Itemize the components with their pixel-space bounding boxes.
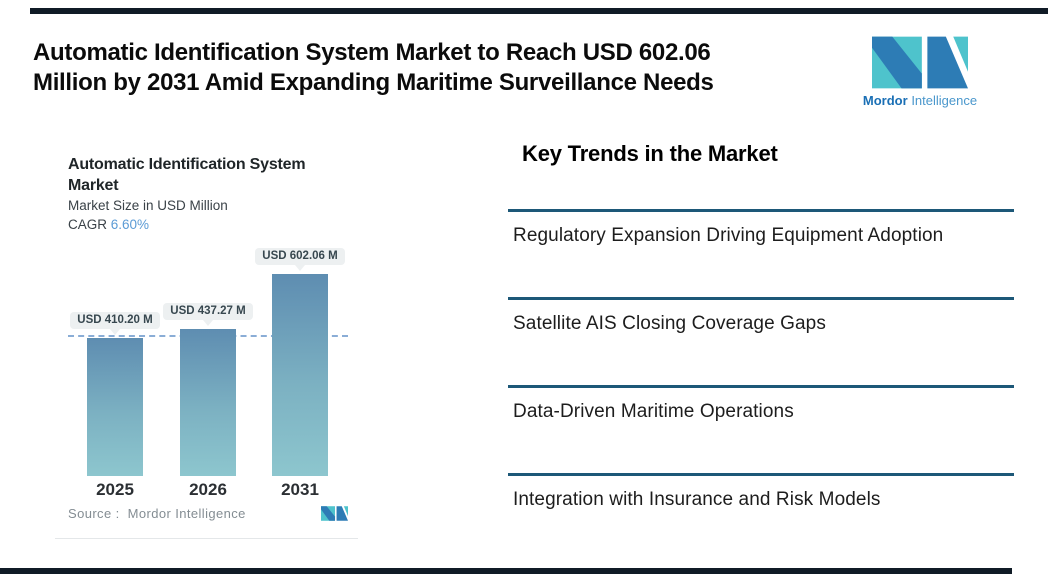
trend-item-regulatory-expansion: Regulatory Expansion Driving Equipment A… xyxy=(508,209,1014,297)
callout-pointer-icon xyxy=(110,329,120,336)
brand-name-bold: Mordor xyxy=(862,93,908,108)
callout-pointer-icon xyxy=(295,265,305,271)
trend-item-data-driven-operations: Data-Driven Maritime Operations xyxy=(508,385,1014,473)
x-axis-label-2031: 2031 xyxy=(281,480,319,499)
page-title-line1: Automatic Identification System Market t… xyxy=(33,39,711,66)
chart-card-bottom-rule xyxy=(55,538,358,539)
x-axis-label-2026: 2026 xyxy=(189,480,227,499)
chart-cagr: CAGR 6.60% xyxy=(68,217,149,232)
bar-group-2025: USD 410.20 M xyxy=(70,312,160,476)
page-title-line2: Million by 2031 Amid Expanding Maritime … xyxy=(33,69,714,96)
top-accent-bar xyxy=(30,8,1048,14)
bar-2031 xyxy=(272,274,328,476)
bar-plot: USD 410.20 M USD 437.27 M USD 602.06 M 2… xyxy=(55,140,360,540)
mordor-intelligence-logo-icon-small xyxy=(321,506,348,521)
chart-title: Automatic Identification System Market xyxy=(68,156,306,194)
mordor-intelligence-logo-icon xyxy=(872,36,968,89)
trend-item-insurance-risk-models: Integration with Insurance and Risk Mode… xyxy=(508,473,1014,561)
brand-name: Mordor Intelligence xyxy=(862,93,978,108)
chart-source-row: Source : Mordor Intelligence xyxy=(68,506,348,521)
callout-pointer-icon xyxy=(203,320,213,327)
bar-group-2026: USD 437.27 M xyxy=(163,303,253,476)
market-size-chart-card: Automatic Identification System Market Ma… xyxy=(55,140,360,540)
trend-item-satellite-ais: Satellite AIS Closing Coverage Gaps xyxy=(508,297,1014,385)
value-callout-2025: USD 410.20 M xyxy=(70,312,160,330)
x-axis-label-2025: 2025 xyxy=(96,480,134,499)
source-label: Source : Mordor Intelligence xyxy=(68,506,246,521)
key-trends-heading: Key Trends in the Market xyxy=(522,141,778,166)
key-trends-list: Regulatory Expansion Driving Equipment A… xyxy=(508,209,1014,561)
bar-group-2031: USD 602.06 M xyxy=(255,248,345,476)
cagr-label: CAGR xyxy=(68,217,108,232)
page-title: Automatic Identification System Market t… xyxy=(33,38,714,98)
brand-name-light: Intelligence xyxy=(911,93,978,108)
value-callout-2026: USD 437.27 M xyxy=(163,303,253,321)
bar-2026 xyxy=(180,329,236,476)
bottom-accent-bar xyxy=(0,568,1012,574)
cagr-value: 6.60% xyxy=(110,217,150,232)
chart-subtitle: Market Size in USD Million xyxy=(68,198,228,213)
bar-2025 xyxy=(87,338,143,476)
brand-logo: Mordor Intelligence xyxy=(862,36,978,108)
value-callout-2031: USD 602.06 M xyxy=(255,248,345,265)
